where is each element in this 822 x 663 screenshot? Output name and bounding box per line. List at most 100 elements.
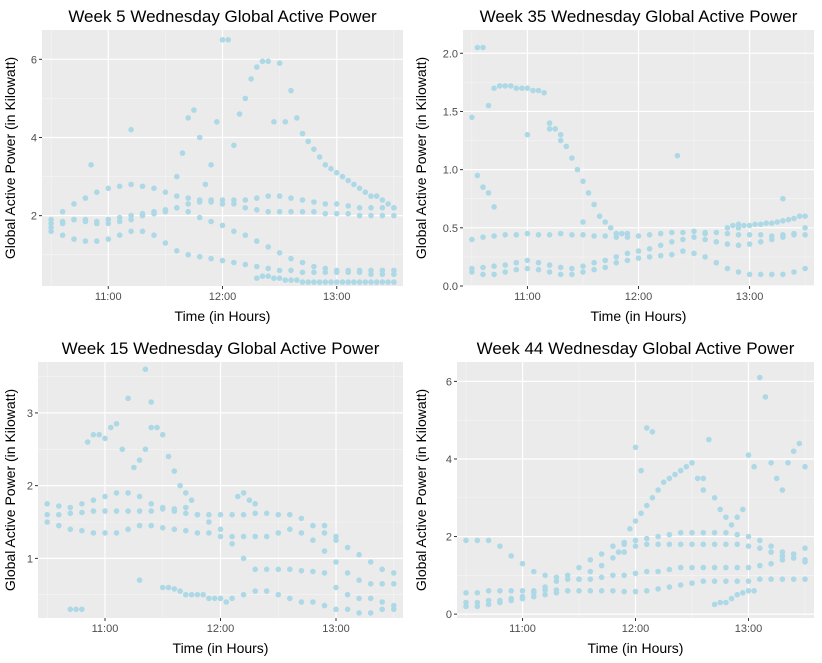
data-point	[287, 595, 293, 602]
data-point	[711, 578, 718, 584]
data-point	[535, 232, 542, 238]
data-point	[299, 130, 306, 137]
data-point	[235, 493, 241, 500]
data-point	[598, 574, 605, 581]
data-point	[391, 271, 397, 278]
data-point	[56, 511, 62, 518]
data-point	[553, 578, 560, 584]
data-point	[580, 219, 586, 225]
data-point	[90, 508, 97, 514]
data-point	[44, 501, 50, 507]
data-point	[802, 265, 808, 272]
data-point	[632, 537, 639, 544]
data-point	[171, 586, 178, 592]
data-point	[491, 85, 497, 91]
data-point	[356, 185, 363, 192]
data-point	[88, 162, 94, 168]
data-point	[345, 203, 352, 209]
data-point	[356, 205, 363, 211]
data-point	[196, 134, 203, 141]
data-point	[379, 267, 386, 274]
data-point	[757, 271, 764, 278]
data-point	[569, 155, 575, 161]
data-point	[542, 591, 548, 598]
major-gridlines	[457, 362, 814, 618]
data-point	[116, 232, 123, 238]
data-point	[591, 259, 597, 266]
data-point	[734, 578, 740, 584]
data-point	[768, 460, 774, 466]
data-point	[148, 522, 154, 529]
data-point	[779, 576, 786, 582]
y-tick-label: 1.0	[443, 165, 458, 177]
data-point	[700, 475, 707, 482]
data-point	[587, 568, 594, 575]
data-point	[82, 238, 89, 244]
data-point	[219, 197, 226, 203]
x-tick-label: 13:00	[322, 623, 350, 635]
data-point	[276, 60, 283, 66]
data-point	[391, 581, 397, 587]
data-point	[102, 493, 108, 500]
data-point	[67, 510, 74, 517]
data-point	[179, 150, 186, 156]
data-point	[379, 271, 386, 278]
data-point	[391, 606, 397, 613]
data-point	[730, 222, 736, 229]
data-point	[635, 233, 642, 239]
data-point	[463, 599, 469, 606]
data-point	[621, 541, 627, 548]
data-point	[275, 566, 282, 573]
data-point	[265, 208, 272, 215]
data-point	[655, 568, 661, 575]
data-point	[159, 431, 166, 438]
data-point	[310, 568, 316, 575]
data-point	[183, 504, 189, 511]
data-point	[71, 236, 77, 242]
data-point	[666, 566, 673, 573]
data-point	[734, 514, 740, 520]
data-point	[485, 597, 492, 604]
data-point	[779, 557, 786, 563]
data-point	[752, 221, 758, 228]
data-point	[271, 275, 277, 282]
data-point	[610, 588, 616, 594]
data-point	[524, 85, 531, 91]
data-point	[311, 199, 317, 205]
data-point	[644, 502, 650, 509]
data-point	[677, 564, 684, 571]
data-point	[288, 255, 294, 262]
data-point	[591, 266, 597, 273]
data-point	[333, 584, 339, 591]
data-point	[746, 222, 753, 229]
data-point	[757, 537, 763, 544]
data-point	[194, 530, 201, 536]
data-point	[702, 230, 708, 237]
data-point	[542, 584, 548, 590]
data-point	[196, 214, 203, 221]
data-point	[287, 566, 293, 573]
data-point	[177, 482, 183, 489]
data-point	[344, 570, 351, 576]
data-points	[469, 44, 808, 278]
data-point	[610, 555, 616, 561]
data-point	[48, 220, 54, 227]
data-point	[311, 208, 317, 215]
data-point	[385, 279, 391, 285]
data-point	[253, 275, 260, 282]
y-tick-label: 4	[31, 132, 37, 144]
data-point	[71, 201, 77, 207]
data-point	[379, 279, 386, 285]
data-point	[610, 572, 616, 579]
data-point	[59, 232, 66, 238]
data-point	[328, 165, 334, 172]
data-point	[569, 271, 575, 278]
data-point	[44, 519, 50, 525]
data-point	[339, 173, 346, 180]
data-point	[508, 597, 514, 604]
x-tick-label: 13:00	[323, 291, 351, 303]
data-points	[463, 374, 808, 610]
data-point	[689, 529, 695, 536]
data-point	[263, 588, 270, 594]
